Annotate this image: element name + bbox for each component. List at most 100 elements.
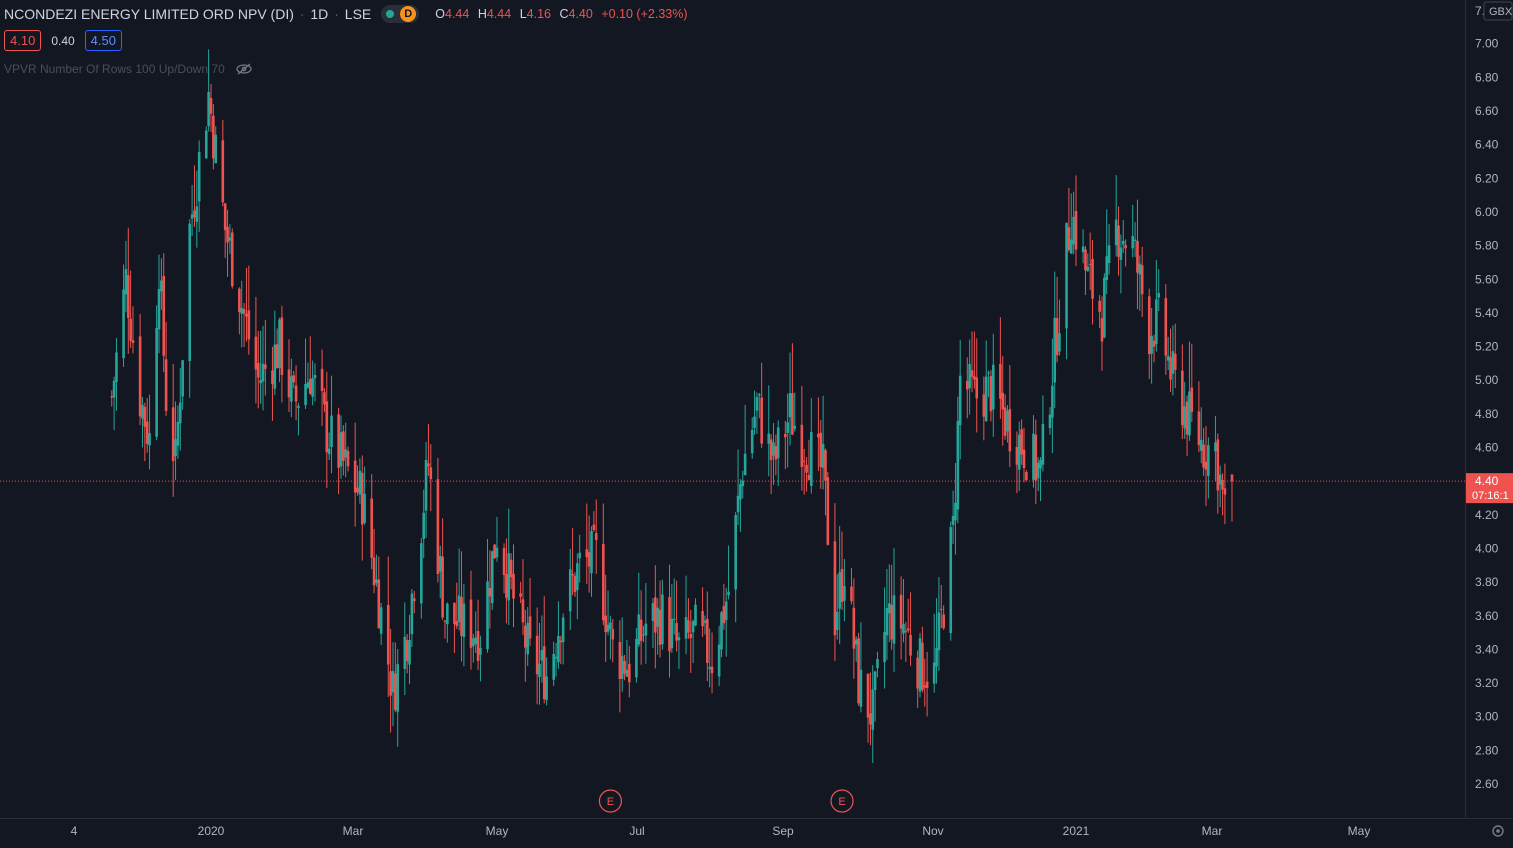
interval-label[interactable]: 1D (310, 6, 329, 22)
candle (568, 548, 572, 630)
candle (557, 601, 560, 669)
candle (275, 328, 279, 369)
candle (325, 371, 329, 488)
candle (370, 474, 374, 570)
candle (145, 397, 149, 453)
candle (843, 558, 846, 622)
candle (982, 376, 986, 441)
candle (554, 642, 558, 677)
indicator-label[interactable]: VPVR Number Of Rows 100 Up/Down 70 (4, 62, 225, 76)
candle (375, 554, 378, 587)
candle (230, 228, 234, 289)
candle (521, 559, 525, 635)
candle (987, 370, 990, 398)
candle (635, 627, 638, 683)
candle (308, 336, 312, 395)
candle (956, 396, 960, 524)
candle (261, 325, 265, 411)
candle (618, 620, 622, 713)
status-badges[interactable]: D (381, 5, 420, 23)
candle (526, 606, 529, 666)
candle (1091, 240, 1094, 325)
candle (1155, 259, 1158, 352)
candle (1055, 276, 1059, 363)
settings-gear-icon[interactable] (1492, 825, 1504, 837)
candle (1036, 457, 1040, 492)
candle (294, 365, 298, 421)
candle (238, 287, 241, 335)
candle (472, 633, 475, 663)
candle (528, 578, 532, 647)
earnings-event-marker[interactable]: E (598, 789, 623, 813)
candle (493, 543, 496, 560)
candle (1133, 221, 1137, 258)
candle (1207, 437, 1210, 499)
candle (885, 569, 889, 660)
candle (1147, 288, 1151, 379)
candle (656, 598, 659, 655)
candle (363, 466, 366, 525)
spread-value: 0.40 (51, 33, 75, 48)
candle (228, 224, 232, 254)
candle (620, 617, 624, 692)
symbol-name[interactable]: NCONDEZI ENERGY LIMITED ORD NPV (DI) (4, 6, 294, 22)
candle (594, 499, 598, 575)
candle (767, 385, 771, 477)
candle (405, 634, 409, 674)
bid-button[interactable]: 4.10 (4, 30, 42, 51)
candle (412, 590, 416, 614)
candle (507, 508, 511, 626)
candle (1022, 427, 1026, 483)
currency-label[interactable]: GBX (1489, 6, 1513, 18)
candle (651, 598, 655, 649)
candle (131, 306, 135, 354)
candle (453, 602, 456, 654)
candle (921, 626, 924, 693)
candle (1084, 246, 1087, 296)
candle (602, 503, 605, 626)
currency-button[interactable]: GBX (1483, 1, 1513, 21)
last-price-label: 4.40 07:16:1 (1466, 473, 1513, 504)
candle (396, 649, 400, 747)
candle (819, 419, 823, 489)
earnings-event-marker[interactable]: E (830, 789, 854, 813)
candle (524, 609, 527, 682)
indicator-legend[interactable]: VPVR Number Of Rows 100 Up/Down 70 (4, 62, 253, 76)
candle (138, 313, 142, 426)
candle (1150, 308, 1153, 384)
price-tick-label: 6.40 (1475, 138, 1499, 152)
hidden-eye-icon[interactable] (235, 63, 253, 75)
delayed-data-badge[interactable]: D (400, 6, 417, 22)
price-axis[interactable]: 7.00 6.80 6.60 6.40 6.20 6.00 5.80 5.60 5.40 5.20… (1465, 0, 1513, 818)
candle (505, 538, 508, 624)
candle (701, 587, 704, 638)
candle (869, 672, 872, 746)
candle (1173, 323, 1177, 389)
candle (1185, 395, 1189, 457)
candle (585, 503, 589, 584)
candle (935, 598, 938, 684)
candle (774, 434, 778, 476)
candle (1199, 407, 1203, 464)
candle (535, 607, 539, 705)
ask-button[interactable]: 4.50 (84, 30, 122, 51)
candle (509, 553, 513, 590)
candle (743, 404, 747, 476)
candle (755, 392, 759, 434)
candle (571, 528, 574, 596)
candle (479, 635, 482, 682)
candle (625, 639, 629, 677)
candle (639, 590, 643, 665)
candle (883, 587, 886, 689)
candle (207, 49, 210, 132)
candle (436, 458, 440, 583)
candle (810, 398, 813, 494)
candle (587, 515, 591, 593)
candle (1098, 295, 1101, 329)
candle (604, 574, 607, 662)
candle (420, 538, 423, 619)
time-axis[interactable]: 4 2020 Mar May Jul Sep Nov 2021 Mar May (0, 818, 1513, 839)
